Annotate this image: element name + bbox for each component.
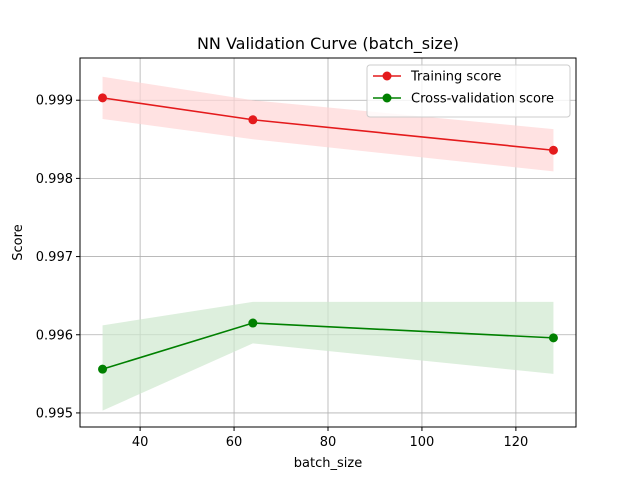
x-tick-label: 60: [226, 435, 243, 450]
chart-title: NN Validation Curve (batch_size): [197, 34, 459, 54]
data-point: [98, 93, 108, 103]
x-axis-label: batch_size: [294, 456, 362, 471]
legend-box: [366, 64, 571, 118]
series-band-0: [102, 76, 554, 172]
data-point: [98, 364, 108, 374]
y-axis-label: Score: [11, 224, 26, 260]
legend-swatch-marker: [382, 93, 392, 103]
series-band-1: [102, 301, 554, 411]
legend-swatch-marker: [382, 71, 392, 81]
data-point: [548, 145, 558, 155]
axis-ticks: 40 60 80 100 120 0.995 0.996 0.997 0.998 0.999: [36, 94, 529, 450]
confidence-bands: [102, 76, 554, 411]
y-tick-label: 0.997: [36, 250, 73, 265]
data-point: [548, 333, 558, 343]
y-tick-label: 0.999: [36, 94, 73, 109]
x-tick-label: 120: [503, 435, 528, 450]
data-point: [248, 115, 258, 125]
legend-entry-label: Training score: [410, 70, 501, 85]
legend-entry-label: Cross-validation score: [411, 92, 554, 107]
legend: Training score Cross-validation score: [366, 64, 571, 118]
x-tick-label: 100: [410, 435, 435, 450]
series-points: [98, 93, 558, 374]
data-point: [248, 318, 258, 328]
x-tick-label: 40: [132, 435, 149, 450]
y-tick-label: 0.996: [36, 328, 73, 343]
x-tick-label: 80: [320, 435, 337, 450]
y-tick-label: 0.998: [36, 172, 73, 187]
y-tick-label: 0.995: [36, 406, 73, 421]
